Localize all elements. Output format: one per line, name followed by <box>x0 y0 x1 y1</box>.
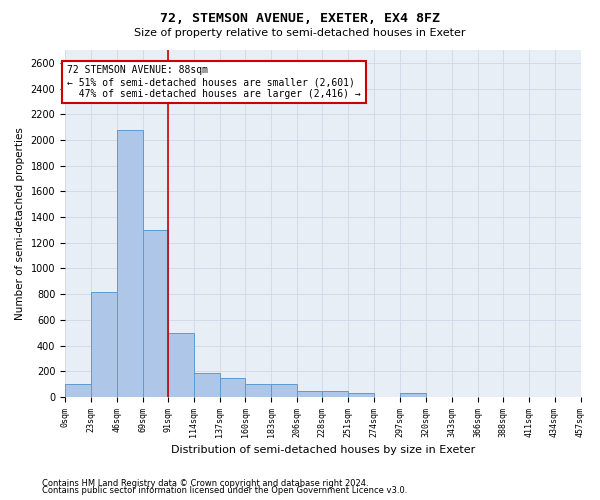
Bar <box>167 332 194 397</box>
Text: 72 STEMSON AVENUE: 88sqm
← 51% of semi-detached houses are smaller (2,601)
  47%: 72 STEMSON AVENUE: 88sqm ← 51% of semi-d… <box>67 66 361 98</box>
X-axis label: Distribution of semi-detached houses by size in Exeter: Distribution of semi-detached houses by … <box>170 445 475 455</box>
Bar <box>400 393 426 397</box>
Bar <box>117 130 143 397</box>
Bar <box>143 230 167 397</box>
Bar <box>91 292 117 397</box>
Bar <box>65 384 91 397</box>
Text: Contains HM Land Registry data © Crown copyright and database right 2024.: Contains HM Land Registry data © Crown c… <box>42 478 368 488</box>
Y-axis label: Number of semi-detached properties: Number of semi-detached properties <box>15 127 25 320</box>
Bar <box>194 373 220 397</box>
Text: 72, STEMSON AVENUE, EXETER, EX4 8FZ: 72, STEMSON AVENUE, EXETER, EX4 8FZ <box>160 12 440 26</box>
Bar <box>348 393 374 397</box>
Text: Size of property relative to semi-detached houses in Exeter: Size of property relative to semi-detach… <box>134 28 466 38</box>
Bar <box>220 378 245 397</box>
Bar <box>271 384 298 397</box>
Bar <box>322 390 348 397</box>
Text: Contains public sector information licensed under the Open Government Licence v3: Contains public sector information licen… <box>42 486 407 495</box>
Bar <box>245 384 271 397</box>
Bar <box>298 390 322 397</box>
